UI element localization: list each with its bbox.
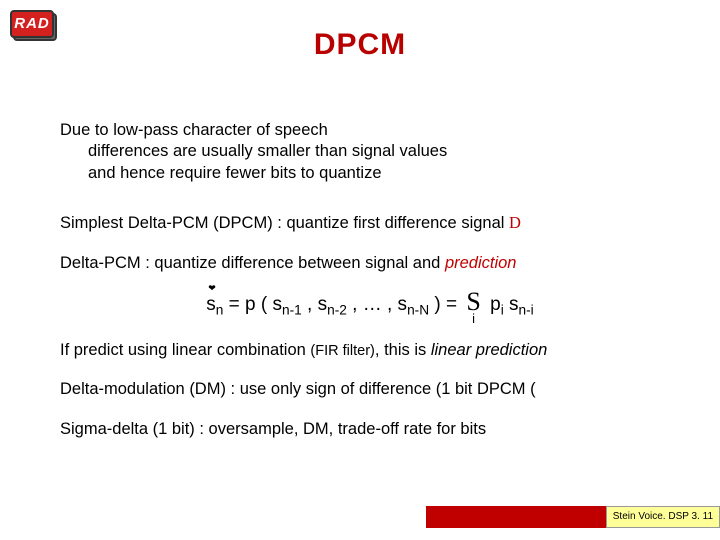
text: Delta-PCM : quantize difference between …: [60, 254, 445, 272]
slide-title: DPCM: [0, 0, 720, 62]
intro-block: Due to low-pass character of speech diff…: [60, 120, 680, 184]
sigma-wrap: Si: [466, 292, 480, 318]
logo: RAD: [10, 10, 60, 46]
slide-body: Due to low-pass character of speech diff…: [60, 120, 680, 458]
paragraph-dm: Delta-modulation (DM) : use only sign of…: [60, 379, 680, 400]
delta-symbol: D: [509, 213, 521, 232]
sigma-sub: i: [472, 311, 475, 328]
footer-label: Stein Voice. DSP 3. 11: [606, 506, 720, 528]
eq-part: s: [504, 294, 519, 315]
sub-nN: n-N: [407, 303, 429, 318]
eq-part: , … , s: [347, 294, 407, 315]
paragraph-sigma-delta: Sigma-delta (1 bit) : oversample, DM, tr…: [60, 419, 680, 440]
intro-line-2: differences are usually smaller than sig…: [60, 141, 680, 162]
text: , this is: [375, 341, 431, 359]
eq-part: = p ( s: [223, 294, 282, 315]
paragraph-deltapcm: Delta-PCM : quantize difference between …: [60, 253, 680, 274]
text: Simplest Delta-PCM (DPCM) : quantize fir…: [60, 214, 509, 232]
text: If predict using linear combination: [60, 341, 310, 359]
footer-bar: [426, 506, 606, 528]
sub-ni: n-i: [519, 303, 534, 318]
logo-text: RAD: [10, 10, 54, 38]
prediction-word: prediction: [445, 254, 517, 272]
sub-n2: n-2: [327, 303, 347, 318]
footer: Stein Voice. DSP 3. 11: [426, 506, 720, 528]
sub-n1: n-1: [282, 303, 302, 318]
fir-note: (FIR filter): [310, 343, 375, 359]
eq-part: ) =: [429, 294, 462, 315]
eq-part: , s: [302, 294, 327, 315]
equation: sn = p ( sn-1 , sn-2 , … , sn-N ) = Si p…: [60, 292, 680, 319]
paragraph-linear: If predict using linear combination (FIR…: [60, 340, 680, 361]
intro-line-1: Due to low-pass character of speech: [60, 120, 680, 141]
linear-prediction: linear prediction: [431, 341, 547, 359]
s-hat: s: [206, 293, 216, 318]
eq-part: p: [485, 294, 501, 315]
paragraph-simplest: Simplest Delta-PCM (DPCM) : quantize fir…: [60, 212, 680, 234]
intro-line-3: and hence require fewer bits to quantize: [60, 163, 680, 184]
